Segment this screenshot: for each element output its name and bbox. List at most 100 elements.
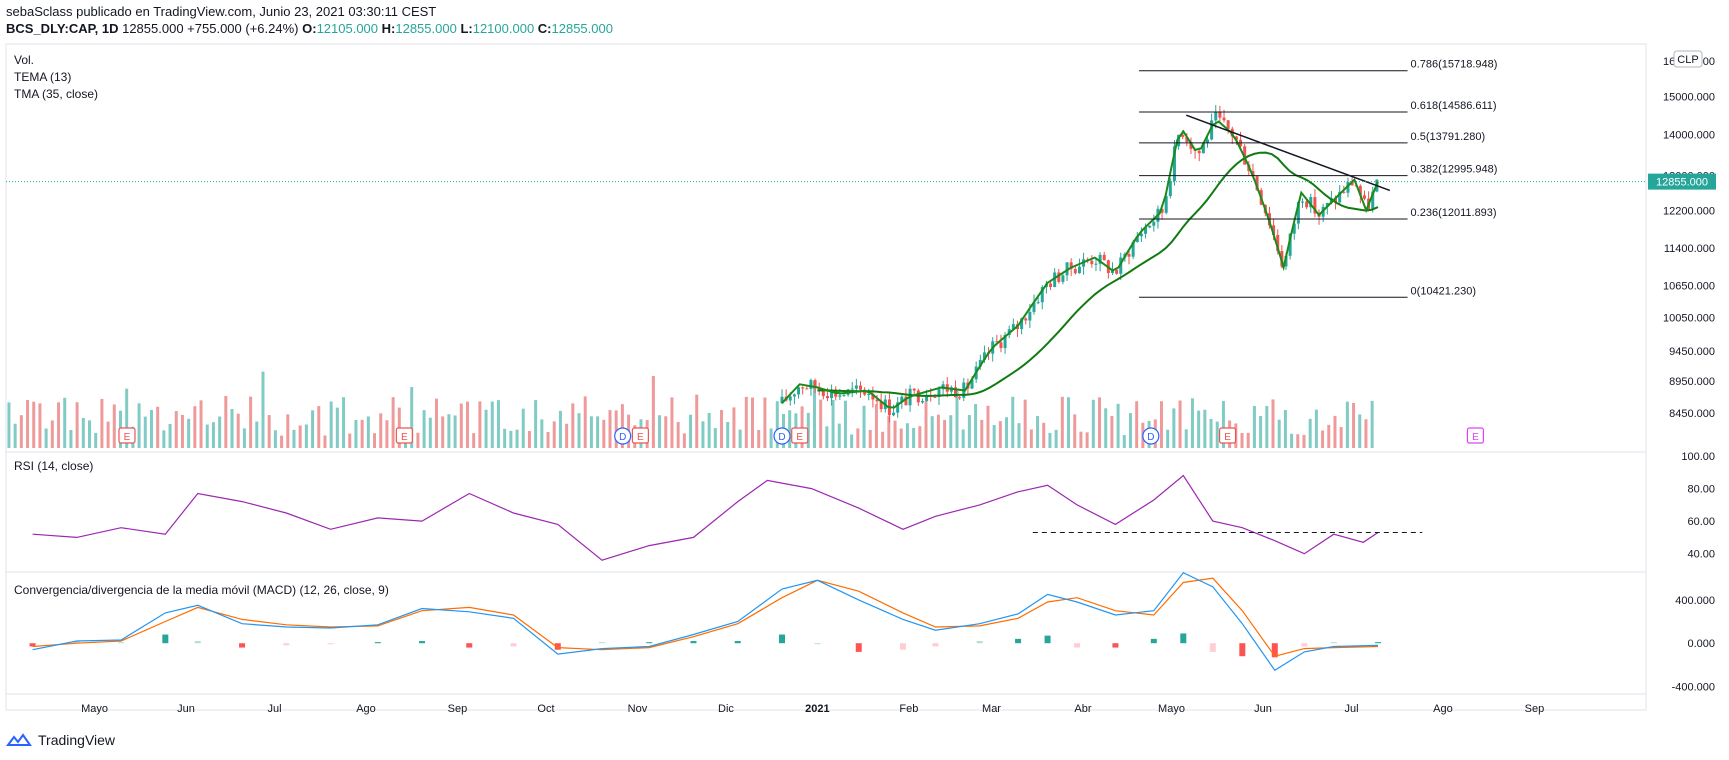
volume-bar — [1308, 418, 1312, 448]
volume-bar — [707, 412, 711, 448]
volume-bar — [583, 396, 587, 448]
rsi-title: RSI (14, close) — [14, 459, 93, 473]
volume-bar — [527, 431, 531, 448]
candle-body — [1024, 318, 1028, 321]
volume-bar — [689, 414, 693, 448]
macd-histogram-bar — [162, 634, 169, 644]
fib-level-label: 0.236(12011.893) — [1411, 207, 1497, 219]
volume-bar — [354, 419, 358, 448]
candle-body — [1301, 201, 1305, 203]
volume-bar — [50, 420, 54, 448]
rsi-pane — [32, 474, 1423, 561]
close-value: 12855.000 — [551, 21, 613, 36]
candle-body — [954, 387, 958, 398]
volume-bar — [106, 421, 110, 448]
volume-bar — [540, 419, 544, 448]
volume-bar — [137, 403, 141, 448]
candle-body — [1313, 197, 1317, 214]
chart-canvas[interactable]: 0.786(15718.948) 0.618(14586.611) 0.5(1379… — [0, 0, 1729, 725]
volume-bar — [552, 421, 556, 448]
symbol-label[interactable]: BCS_DLY:CAP, 1D — [6, 21, 119, 36]
volume-bar — [757, 429, 761, 448]
candle-body — [995, 341, 999, 343]
candle-body — [1011, 324, 1015, 330]
macd-histogram-bar — [73, 641, 80, 644]
fibonacci-retracement[interactable]: 0.786(15718.948) 0.618(14586.611) 0.5(1379… — [1139, 59, 1497, 298]
volume-bar — [1104, 408, 1108, 448]
volume-bar — [459, 403, 463, 448]
candle-body — [780, 396, 784, 404]
candle-body — [1255, 176, 1259, 191]
indicator-label-tema: TEMA (13) — [14, 70, 71, 84]
volume-bar — [1209, 418, 1213, 448]
volume-bar — [112, 404, 116, 448]
volume-bar — [1091, 399, 1095, 448]
volume-bar — [1023, 399, 1027, 448]
macd-histogram-bar — [976, 641, 983, 644]
candle-body — [1214, 111, 1218, 121]
candle-body — [1127, 253, 1131, 257]
candle-body — [817, 388, 821, 391]
candle-body — [1144, 227, 1148, 234]
volume-bar — [1060, 396, 1064, 448]
rsi-line — [32, 474, 1379, 561]
volume-bar — [912, 428, 916, 448]
volume-bar — [1116, 403, 1120, 448]
volume-bar — [658, 415, 662, 448]
macd-histogram-bar — [239, 643, 246, 648]
indicator-label-vol: Vol. — [14, 53, 34, 67]
candle-body — [1350, 181, 1354, 186]
indicator-label-tma: TMA (35, close) — [14, 87, 98, 101]
candle-body — [871, 394, 875, 400]
candle-body — [842, 394, 846, 396]
candle-body — [801, 387, 805, 389]
candle-body — [1049, 283, 1053, 288]
macd-histogram-bar — [855, 643, 862, 652]
currency-badge[interactable] — [1673, 50, 1703, 68]
time-axis-tick: Feb — [899, 703, 918, 715]
candle-body — [879, 401, 883, 410]
volume-bar — [1302, 434, 1306, 448]
volume-bar — [81, 417, 85, 448]
footer-brand[interactable]: TradingView — [6, 732, 115, 748]
volume-bar — [1358, 414, 1362, 448]
tradingview-logo-icon — [6, 733, 32, 746]
volume-bar — [57, 402, 61, 448]
symbol-line: BCS_DLY:CAP, 1D 12855.000 +755.000 (+6.2… — [6, 21, 613, 37]
volume-bar — [335, 407, 339, 448]
candle-body — [854, 385, 858, 389]
candle-body — [1131, 242, 1135, 257]
candle-body — [1160, 208, 1164, 213]
volume-bar — [788, 410, 792, 448]
volume-bar — [410, 387, 414, 448]
volume-bar — [614, 410, 618, 448]
rsi-axis-tick: 100.00 — [1681, 451, 1715, 463]
volume-bar — [620, 404, 624, 448]
earnings-marker — [791, 427, 809, 444]
volume-bar — [949, 415, 953, 448]
volume-bar — [280, 435, 284, 448]
x-axis-labels: Mayo Jun Jul Ago Sep Oct Nov Dic 2021 Feb Mar Abr Ma… — [81, 703, 1544, 715]
volume-bar — [1184, 429, 1188, 448]
candle-body — [978, 359, 982, 367]
volume-bar — [1172, 408, 1176, 448]
candle-body — [1139, 233, 1143, 237]
close-label: C: — [537, 21, 552, 36]
high-label: H: — [381, 21, 396, 36]
volume-bar — [738, 429, 742, 448]
candle-body — [1189, 141, 1193, 149]
volume-bar — [88, 420, 92, 448]
fib-level-label: 0(10421.230) — [1411, 285, 1476, 297]
volume-bar — [887, 416, 891, 448]
time-axis-tick: Mayo — [81, 703, 108, 715]
candle-body — [1168, 180, 1172, 197]
candle-body — [1234, 136, 1238, 140]
volume-bar — [1005, 417, 1009, 448]
tema-line — [781, 120, 1379, 409]
candle-body — [1028, 311, 1032, 321]
volume-bar — [162, 430, 166, 448]
candle-body — [1061, 275, 1065, 282]
volume-bar — [751, 397, 755, 448]
macd-histogram-bar — [327, 643, 334, 645]
